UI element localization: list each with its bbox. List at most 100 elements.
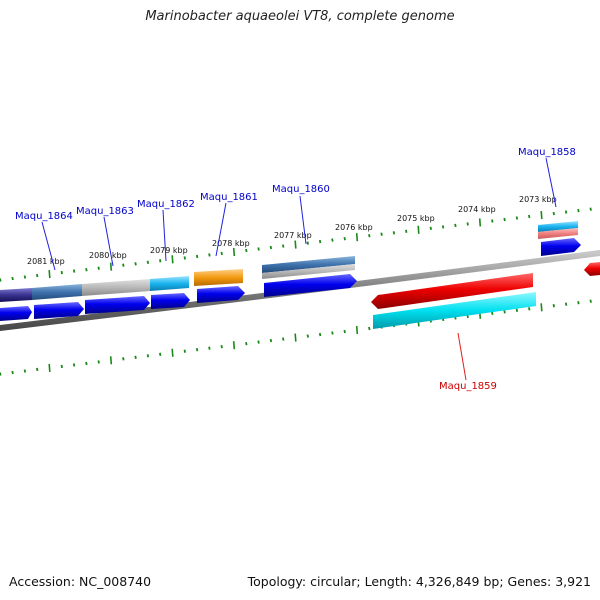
accession-label: Accession: NC_008740 — [9, 574, 152, 589]
minor-tick — [220, 251, 223, 256]
minor-tick — [306, 334, 309, 338]
minor-tick — [183, 349, 186, 353]
gene-arrow-right-partial[interactable] — [584, 262, 600, 276]
leader-maqu-1858 — [545, 157, 557, 208]
minor-tick — [552, 304, 555, 308]
minor-tick — [72, 363, 76, 367]
major-tick — [48, 270, 51, 279]
minor-tick — [159, 259, 162, 263]
minor-tick — [564, 210, 568, 214]
reverse-genes — [371, 262, 600, 329]
minor-tick — [368, 234, 371, 238]
feature-navy[interactable] — [0, 288, 32, 302]
minor-tick — [515, 308, 519, 312]
major-tick — [540, 211, 543, 220]
tick-label-2075: 2075 kbp — [397, 214, 435, 223]
gene-arrow-maqu-1861[interactable] — [197, 286, 245, 303]
gene-arrow-maqu-1860[interactable] — [264, 274, 357, 297]
tick-labels: 2081 kbp 2080 kbp 2079 kbp 2078 kbp 2077… — [27, 195, 557, 266]
gene-labels: Maqu_1864 Maqu_1863 Maqu_1862 Maqu_1861 … — [15, 147, 576, 392]
minor-tick — [528, 214, 531, 219]
major-tick — [109, 262, 113, 271]
minor-tick — [564, 302, 568, 306]
gene-label-maqu-1863[interactable]: Maqu_1863 — [76, 206, 134, 217]
minor-tick — [11, 276, 14, 281]
feature-cyan-1859[interactable] — [373, 292, 536, 329]
gene-label-maqu-1858[interactable]: Maqu_1858 — [518, 147, 576, 158]
minor-tick — [159, 352, 162, 356]
gene-label-maqu-1861[interactable]: Maqu_1861 — [200, 192, 258, 203]
major-tick — [171, 348, 174, 357]
minor-tick — [306, 241, 309, 245]
leader-maqu-1861 — [215, 202, 227, 257]
minor-tick — [23, 369, 27, 373]
minor-tick — [97, 266, 100, 270]
major-tick — [109, 356, 113, 365]
minor-tick — [318, 239, 322, 244]
minor-tick — [23, 275, 27, 279]
major-tick — [417, 225, 420, 234]
gene-label-maqu-1864[interactable]: Maqu_1864 — [15, 211, 73, 222]
minor-tick — [392, 231, 396, 235]
minor-tick — [589, 207, 592, 211]
minor-tick — [503, 310, 506, 314]
gene-arrow-maqu-1858[interactable] — [541, 238, 581, 256]
minor-tick — [491, 219, 494, 223]
tick-label-2081: 2081 kbp — [27, 257, 65, 266]
gene-arrow-maqu-1863[interactable] — [85, 296, 150, 314]
tick-label-2076: 2076 kbp — [335, 223, 373, 232]
feature-orange-1861[interactable] — [194, 269, 243, 286]
minor-tick — [491, 311, 494, 315]
minor-tick — [36, 367, 39, 372]
tick-label-2078: 2078 kbp — [212, 239, 250, 248]
minor-tick — [331, 331, 334, 335]
minor-tick — [343, 329, 346, 334]
feature-grey-1863[interactable] — [82, 279, 150, 296]
minor-tick — [245, 342, 248, 346]
feature-cyan-1858-a[interactable] — [538, 221, 578, 232]
leader-maqu-1863 — [103, 216, 114, 267]
minor-tick — [528, 307, 531, 311]
major-tick — [294, 333, 297, 342]
forward-genes — [0, 238, 581, 321]
minor-tick — [257, 340, 260, 344]
gene-label-maqu-1862[interactable]: Maqu_1862 — [137, 199, 195, 210]
minor-tick — [195, 254, 199, 259]
minor-tick — [60, 364, 63, 369]
minor-tick — [134, 355, 137, 359]
minor-tick — [72, 269, 76, 273]
major-tick — [48, 363, 51, 372]
gene-label-maqu-1859[interactable]: Maqu_1859 — [439, 381, 497, 392]
tick-label-2074: 2074 kbp — [458, 205, 496, 214]
minor-tick — [60, 270, 63, 275]
minor-tick — [85, 361, 88, 366]
minor-tick — [454, 223, 457, 228]
major-tick — [232, 247, 236, 257]
gene-arrow-maqu-1862[interactable] — [151, 293, 190, 309]
minor-tick — [183, 256, 186, 260]
feature-steel-1864[interactable] — [32, 284, 82, 300]
feature-grey-1860[interactable] — [262, 264, 355, 279]
minor-tick — [257, 247, 260, 251]
minor-tick — [134, 262, 137, 266]
minor-tick — [343, 237, 346, 241]
gene-arrow-maqu-1864[interactable] — [34, 302, 84, 319]
feature-steel-1860[interactable] — [262, 256, 355, 273]
leader-maqu-1864 — [41, 221, 56, 271]
tick-label-2073: 2073 kbp — [519, 195, 557, 204]
minor-tick — [577, 208, 580, 213]
gene-arrow-maqu-1859[interactable] — [371, 273, 533, 309]
minor-tick — [122, 263, 125, 267]
minor-tick — [208, 253, 211, 257]
gene-arrow-left-partial[interactable] — [0, 306, 32, 321]
minor-tick — [515, 216, 519, 220]
minor-tick — [368, 326, 371, 331]
major-tick — [478, 218, 482, 227]
major-tick — [171, 255, 174, 264]
feature-lightblue-1862[interactable] — [150, 276, 189, 291]
minor-tick — [429, 226, 432, 230]
feature-pink-1858[interactable] — [538, 228, 578, 239]
feature-band-outer — [0, 221, 578, 302]
genome-title: Marinobacter aquaeolei VT8, complete gen… — [145, 9, 455, 24]
gene-label-maqu-1860[interactable]: Maqu_1860 — [272, 184, 330, 195]
